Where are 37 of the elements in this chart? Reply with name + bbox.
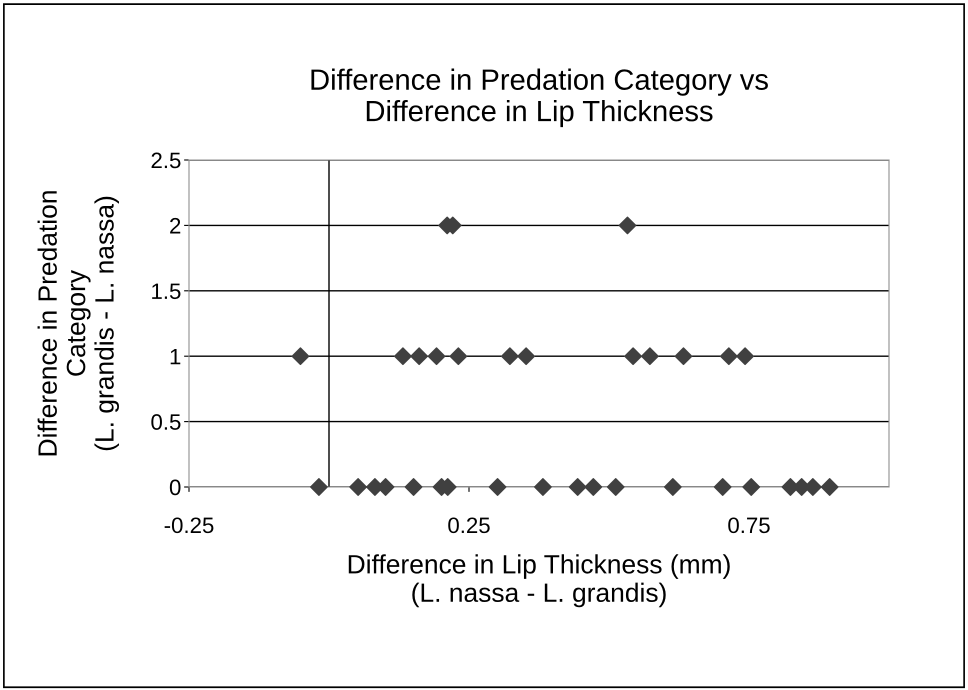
x-tick-label: 0.25: [448, 517, 490, 534]
point: [640, 347, 659, 366]
y-tick-label: 1.5: [152, 284, 180, 300]
point: [624, 347, 642, 366]
point: [310, 478, 328, 496]
y-tick-label: 1: [170, 348, 180, 364]
point: [742, 478, 760, 496]
point: [500, 347, 519, 366]
point: [449, 347, 468, 366]
y-tick-label: 2: [170, 218, 180, 234]
point: [349, 478, 368, 496]
chart-title: Difference in Predation Category vs Difference in Lip Thickness: [311, 68, 768, 128]
point: [394, 347, 412, 366]
point: [292, 347, 310, 366]
y-tick-label: 2.5: [152, 152, 180, 168]
point: [820, 478, 839, 496]
y-tick-label: 0.5: [151, 414, 180, 430]
y-axis-title: Difference in Predation Category (L. grandis - L. nassa): [38, 191, 119, 456]
point: [720, 347, 738, 366]
point: [488, 478, 506, 496]
point: [410, 347, 428, 366]
point: [428, 347, 446, 366]
point: [584, 478, 602, 496]
point: [664, 478, 682, 496]
point: [618, 216, 636, 234]
x-tick-label: 0.75: [728, 517, 770, 534]
x-tick-label: -0.25: [164, 517, 214, 534]
y-tick-label: 0: [170, 480, 180, 496]
point: [404, 478, 422, 496]
point: [714, 478, 732, 496]
point: [736, 347, 754, 366]
point: [517, 347, 536, 366]
point: [534, 478, 552, 496]
x-axis-title: Difference in Lip Thickness (mm) (L. nassa - L. grandis): [348, 554, 730, 608]
point: [606, 478, 625, 496]
point: [568, 478, 587, 496]
point: [674, 347, 692, 366]
